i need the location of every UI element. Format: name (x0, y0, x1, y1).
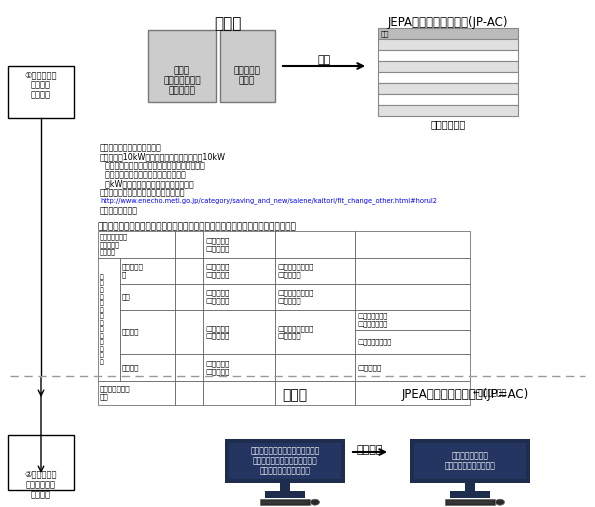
Bar (355, 330, 470, 354)
Text: 電子申請マイページよりログイン
変更認定と事前変更届出を入力
添付書類をアップロード: 電子申請マイページよりログイン 変更認定と事前変更届出を入力 添付書類をアップロ… (250, 446, 320, 476)
Bar (378, 94, 518, 105)
Text: □除外事項該当性: □除外事項該当性 (357, 339, 392, 345)
Text: リストと照合し、
申請の備査、届出の確認: リストと照合し、 申請の備査、届出の確認 (444, 451, 496, 470)
Text: ＜様式３の「太陽電池の合計出力」記載箇所＞（様式４の場合も記載箇所は同じ）: ＜様式３の「太陽電池の合計出力」記載箇所＞（様式４の場合も記載箇所は同じ） (98, 222, 297, 231)
Text: 変換効率: 変換効率 (122, 329, 139, 335)
Bar (378, 39, 518, 50)
Text: 〔kW〕」を追加（下記記載要領参照）: 〔kW〕」を追加（下記記載要領参照） (100, 179, 193, 188)
Bar (378, 28, 518, 39)
Text: □変更あり
□変更なし: □変更あり □変更なし (205, 325, 230, 339)
Bar (203, 258, 275, 284)
Text: 製造事業者
名: 製造事業者 名 (122, 264, 144, 278)
Text: る事項」の下に「太陽電池の合計出力: る事項」の下に「太陽電池の合計出力 (100, 170, 186, 179)
Text: ②みなし認定
手続完了後の
プロセス: ②みなし認定 手続完了後の プロセス (25, 470, 57, 500)
Text: 事業者: 事業者 (283, 388, 308, 402)
Bar (378, 105, 518, 116)
Bar (450, 491, 490, 498)
Bar (98, 381, 175, 405)
Ellipse shape (311, 499, 320, 505)
Bar (203, 381, 275, 405)
Text: □製造事業者都合
□上記以外: □製造事業者都合 □上記以外 (277, 325, 314, 339)
Bar (378, 50, 518, 61)
Text: ・組織体で申請書類等を作成: ・組織体で申請書類等を作成 (100, 143, 162, 152)
Text: ①みなし認定
手続中の
プロセス: ①みなし認定 手続中の プロセス (25, 70, 57, 100)
Bar (120, 310, 175, 354)
Text: 太
陽
電
池
に
係
る
事
項
（
注
１
０
）: 太 陽 電 池 に 係 る 事 項 （ 注 １ ０ ） (100, 274, 104, 365)
Text: □製造事業者都合
□上記以外: □製造事業者都合 □上記以外 (277, 290, 314, 304)
Text: ・様式は以下のページよりダウンロード: ・様式は以下のページよりダウンロード (100, 188, 186, 197)
Bar (120, 354, 175, 381)
Text: http://www.enecho.meti.go.jp/category/saving_and_new/saiene/kaitori/fit_change_o: http://www.enecho.meti.go.jp/category/sa… (100, 197, 437, 204)
Bar (275, 381, 355, 405)
Bar (355, 258, 470, 284)
Text: 様式: 様式 (381, 30, 390, 37)
Bar (203, 231, 275, 258)
Bar (275, 258, 355, 284)
Bar (465, 483, 475, 491)
Bar (265, 491, 305, 498)
Ellipse shape (496, 499, 505, 505)
Bar (203, 310, 275, 354)
Bar (275, 231, 355, 258)
FancyBboxPatch shape (260, 499, 310, 505)
Bar (355, 310, 470, 330)
Bar (175, 284, 203, 310)
Bar (120, 284, 175, 310)
Text: 事業者: 事業者 (214, 16, 242, 31)
Text: □変更あり
□変更なし: □変更あり □変更なし (205, 264, 230, 278)
Text: ←この欄を追加: ←この欄を追加 (473, 388, 507, 397)
Bar (275, 284, 355, 310)
Text: 太陽電池の合計
出力: 太陽電池の合計 出力 (100, 386, 131, 400)
Text: □変更あり
□変更なし: □変更あり □変更なし (205, 237, 230, 251)
Text: □変更あり
□変更なし: □変更あり □変更なし (205, 360, 230, 375)
Bar (120, 258, 175, 284)
Bar (175, 310, 203, 354)
FancyBboxPatch shape (148, 30, 216, 102)
Text: JPEA代行申請センター(JP=AC): JPEA代行申請センター(JP=AC) (402, 388, 528, 401)
Bar (175, 258, 203, 284)
Text: 電子申請: 電子申請 (357, 445, 383, 455)
Text: 太陽光発電設備
の設置形態
（注９）: 太陽光発電設備 の設置形態 （注９） (100, 234, 128, 256)
Bar (98, 258, 120, 381)
Bar (175, 381, 203, 405)
Text: リストの作成: リストの作成 (430, 119, 466, 129)
Bar (355, 381, 470, 405)
Bar (378, 72, 518, 83)
Text: □真性変換効率
□実効変換効率: □真性変換効率 □実効変換効率 (357, 313, 387, 327)
Text: JEPA代行申請センター(JP-AC): JEPA代行申請センター(JP-AC) (388, 16, 508, 29)
Text: ・添付書類は不要: ・添付書類は不要 (100, 206, 138, 215)
Bar (175, 354, 203, 381)
Text: 申請書
（様式第３又は
様式第４）: 申請書 （様式第３又は 様式第４） (163, 66, 201, 96)
Bar (280, 483, 290, 491)
Text: 郵送: 郵送 (317, 55, 331, 65)
Bar (355, 231, 470, 258)
Bar (8, 66, 74, 118)
Bar (175, 231, 203, 258)
Bar (275, 310, 355, 354)
Text: ・様式３（10kW未満を除く）か、様式４（10kW: ・様式３（10kW未満を除く）か、様式４（10kW (100, 152, 226, 161)
Bar (8, 435, 74, 490)
Text: □別紙あり: □別紙あり (357, 364, 381, 371)
Text: 型式番号: 型式番号 (122, 364, 139, 371)
Bar (225, 439, 345, 483)
Text: 未満）の認定計画情報のうち、「太陽電池に係: 未満）の認定計画情報のうち、「太陽電池に係 (100, 161, 205, 170)
Bar (203, 284, 275, 310)
FancyBboxPatch shape (220, 30, 275, 102)
Bar (410, 439, 530, 483)
Text: 機種: 機種 (122, 294, 131, 300)
Bar (275, 354, 355, 381)
FancyBboxPatch shape (445, 499, 495, 505)
Bar (98, 231, 175, 258)
Bar (203, 354, 275, 381)
Bar (229, 443, 341, 479)
Text: □製造事業者都合
□上記以外: □製造事業者都合 □上記以外 (277, 264, 314, 278)
Bar (355, 354, 470, 381)
Bar (414, 443, 526, 479)
Text: 事業計画書
の写し: 事業計画書 の写し (234, 66, 261, 85)
Bar (355, 284, 470, 310)
Bar (378, 83, 518, 94)
Bar (378, 61, 518, 72)
Text: □変更あり
□変更なし: □変更あり □変更なし (205, 290, 230, 304)
